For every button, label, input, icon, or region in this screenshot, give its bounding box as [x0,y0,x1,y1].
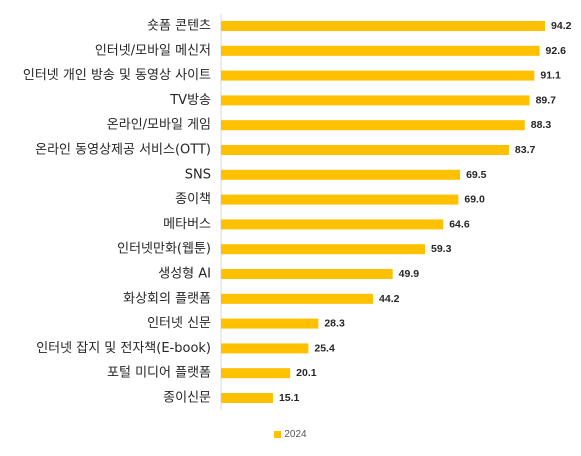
category-label: 종이책 [175,192,211,207]
legend-swatch [274,430,282,438]
category-label: 인터넷 신문 [147,316,211,331]
bar [221,393,273,403]
value-label: 89.7 [536,94,557,106]
category-label: 인터넷만화(웹툰) [117,242,211,257]
value-label: 91.1 [540,70,561,82]
value-label: 25.4 [314,342,335,354]
value-label: 64.6 [449,218,470,230]
category-label: TV방송 [169,93,211,108]
value-label: 15.1 [279,392,300,404]
value-label: 69.0 [464,194,485,206]
bar [221,244,425,255]
category-label: 온라인 동영상제공 서비스(OTT) [35,143,211,158]
bar [221,45,540,56]
bar [221,194,459,205]
bar [221,269,393,279]
value-label: 44.2 [379,293,400,305]
value-label: 88.3 [531,119,552,131]
bar [221,95,530,106]
category-label: 인터넷 개인 방송 및 동영상 사이트 [23,68,211,83]
value-label: 92.6 [546,45,567,57]
category-label: 종이신문 [163,391,211,406]
value-label: 20.1 [296,367,317,379]
bar [221,21,546,31]
value-label: 28.3 [324,318,345,330]
category-label: 메타버스 [163,217,211,232]
bar [221,293,374,304]
category-label: SNS [185,167,211,182]
value-label: 83.7 [515,144,536,156]
legend: 2024 [0,429,581,440]
bar [221,219,444,230]
bar-chart: 숏폼 콘텐츠 94.2 인터넷/모바일 메신저 92.6 인터넷 개인 방송 및 동영상… [23,13,572,411]
bar [221,120,525,131]
value-label: 69.5 [466,169,487,181]
category-label: 인터넷/모바일 메신저 [95,43,211,58]
legend-label: 2024 [284,429,307,440]
category-label: 생성형 AI [158,267,211,282]
bar [221,169,461,180]
bar [221,145,509,155]
bar [221,343,309,354]
category-label: 숏폼 콘텐츠 [147,19,211,34]
category-label: 인터넷 잡지 및 전자책(E-book) [36,341,211,356]
value-label: 94.2 [551,20,572,32]
bar [221,368,291,379]
category-label: 온라인/모바일 게임 [107,118,211,133]
value-label: 59.3 [431,243,452,255]
bar [221,318,319,329]
bar [221,70,535,81]
category-label: 화상회의 플랫폼 [123,291,211,306]
category-label: 포털 미디어 플랫폼 [107,366,211,381]
value-label: 49.9 [399,268,420,280]
